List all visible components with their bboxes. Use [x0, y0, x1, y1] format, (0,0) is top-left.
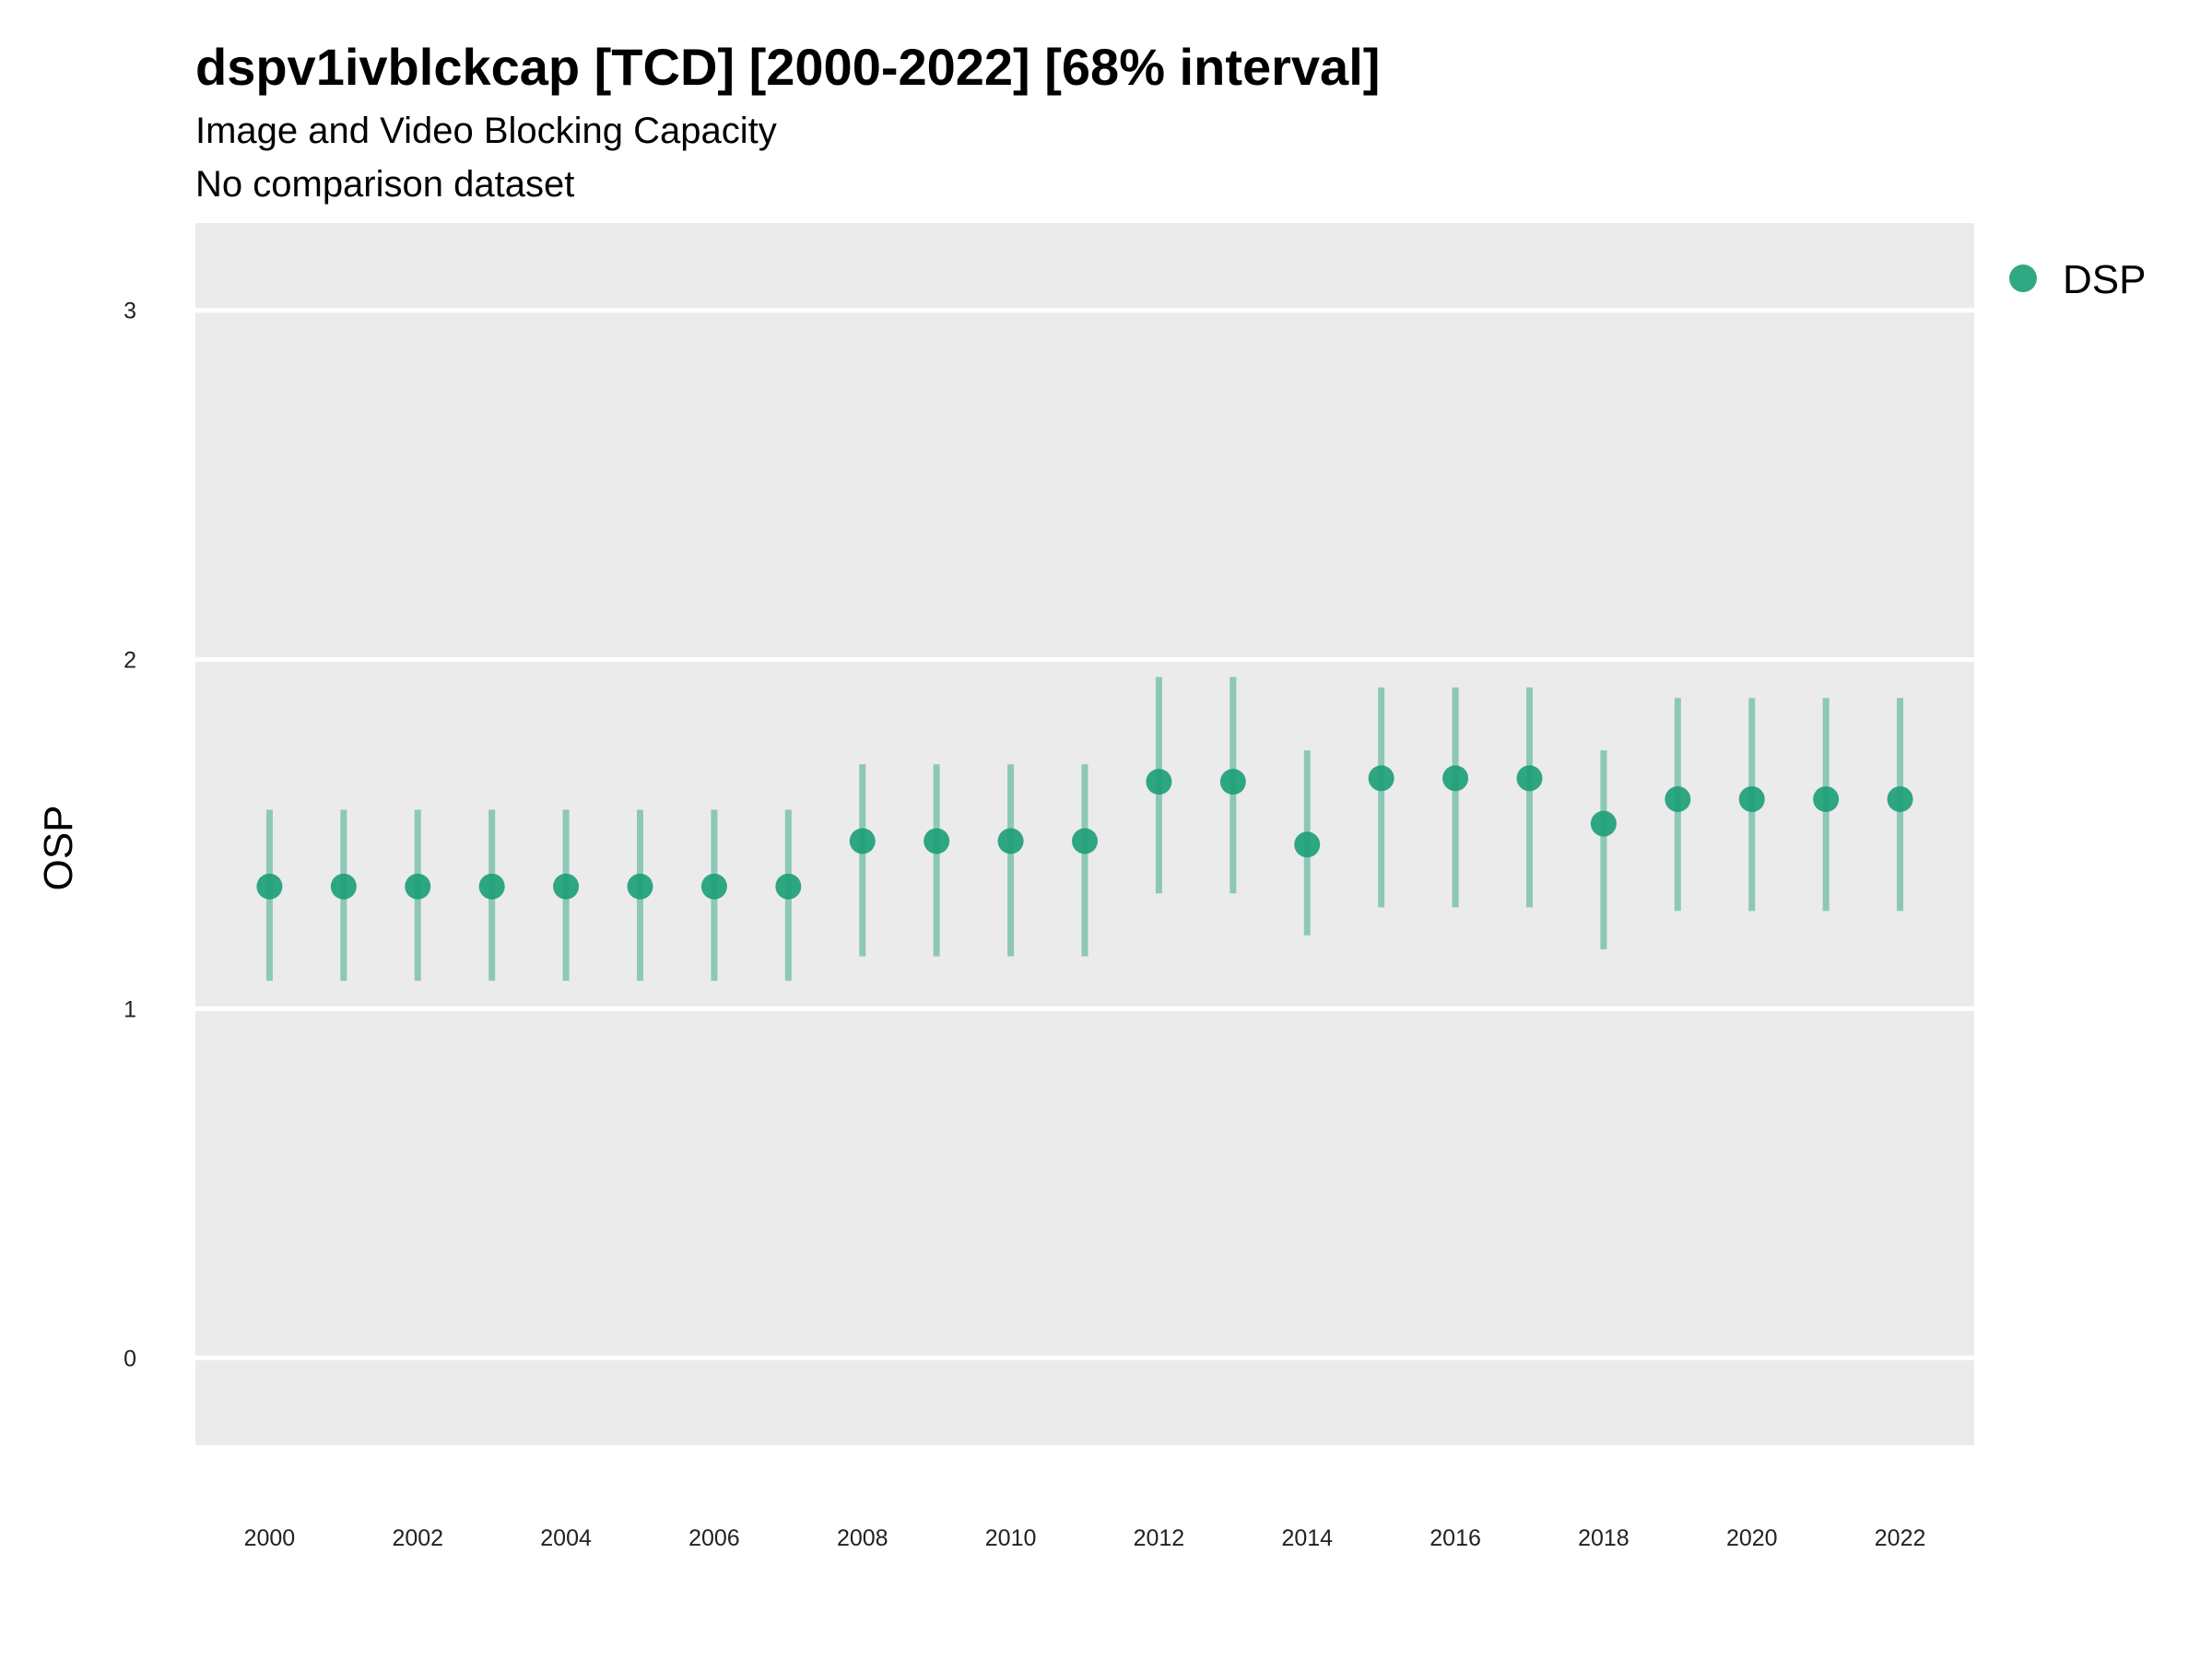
- y-tick-label-0: 0: [124, 1346, 136, 1371]
- x-tick-label-2020: 2020: [1726, 1525, 1778, 1551]
- y-tick-label-2: 2: [124, 648, 136, 674]
- data-point-2016: [1442, 765, 1469, 792]
- data-point-2002: [405, 873, 431, 900]
- y-axis-label: OSP: [36, 806, 81, 891]
- x-tick-label-2010: 2010: [985, 1525, 1037, 1551]
- x-tick-label-2018: 2018: [1578, 1525, 1630, 1551]
- data-point-2021: [1813, 786, 1840, 813]
- x-tick-label-2006: 2006: [688, 1525, 740, 1551]
- data-point-2012: [1146, 769, 1172, 795]
- data-point-2000: [256, 873, 283, 900]
- x-tick-label-2004: 2004: [540, 1525, 592, 1551]
- data-point-2010: [997, 828, 1024, 854]
- x-tick-label-2002: 2002: [392, 1525, 443, 1551]
- data-point-2022: [1887, 786, 1913, 813]
- data-point-2008: [849, 828, 876, 854]
- data-point-2017: [1516, 765, 1543, 792]
- data-point-2005: [627, 873, 653, 900]
- data-point-2013: [1219, 769, 1246, 795]
- y-axis-ticks: 0 1 2 3: [124, 299, 136, 1372]
- data-point-2009: [924, 828, 950, 854]
- legend-marker-dsp: [2009, 265, 2037, 292]
- data-point-2019: [1665, 786, 1691, 813]
- data-point-2004: [553, 873, 580, 900]
- data-point-2006: [700, 873, 727, 900]
- x-tick-label-2016: 2016: [1430, 1525, 1481, 1551]
- data-point-2011: [1072, 828, 1098, 854]
- data-points: [256, 765, 1913, 900]
- data-point-2018: [1590, 810, 1617, 837]
- data-point-2001: [330, 873, 357, 900]
- y-tick-label-3: 3: [124, 299, 136, 324]
- x-tick-label-2022: 2022: [1875, 1525, 1926, 1551]
- x-tick-label-2012: 2012: [1134, 1525, 1185, 1551]
- data-point-2015: [1368, 765, 1394, 792]
- chart-title: dspv1ivblckcap [TCD] [2000-2022] [68% in…: [195, 38, 1380, 96]
- chart-caption: No comparison dataset: [195, 164, 574, 205]
- chart-subtitle: Image and Video Blocking Capacity: [195, 111, 777, 151]
- x-tick-label-2014: 2014: [1281, 1525, 1333, 1551]
- x-tick-label-2008: 2008: [837, 1525, 888, 1551]
- data-point-2003: [478, 873, 505, 900]
- data-point-2014: [1294, 831, 1321, 858]
- legend: DSP: [2009, 257, 2146, 302]
- data-point-2007: [775, 873, 802, 900]
- x-axis-ticks: 2000 2002 2004 2006 2008 2010 2012 2014 2016 2018…: [244, 1525, 1926, 1551]
- grid-lines: [195, 308, 1974, 1360]
- x-tick-label-2000: 2000: [244, 1525, 296, 1551]
- data-point-2020: [1738, 786, 1765, 813]
- y-tick-label-1: 1: [124, 996, 136, 1022]
- legend-label-dsp: DSP: [2063, 257, 2146, 302]
